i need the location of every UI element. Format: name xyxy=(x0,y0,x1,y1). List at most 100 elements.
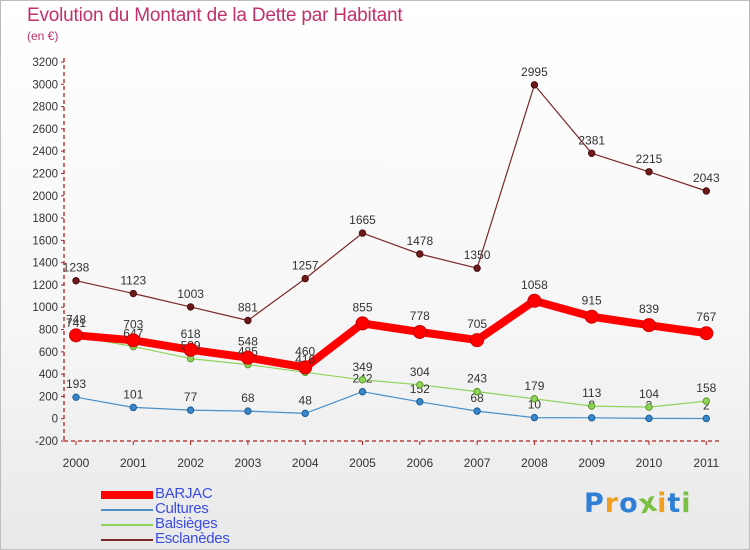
data-label-esclanedes: 1003 xyxy=(177,287,204,301)
data-label-cultures: 68 xyxy=(241,391,255,405)
data-point-barjac xyxy=(183,342,198,357)
data-label-balsieges: 741 xyxy=(66,316,86,330)
data-point-esclanedes xyxy=(530,81,539,89)
data-point-barjac xyxy=(584,309,599,324)
logo-letter: i xyxy=(657,488,668,519)
legend-swatch xyxy=(101,491,153,499)
data-point-cultures xyxy=(530,413,539,422)
y-tick-label: 2000 xyxy=(32,191,58,203)
data-point-cultures xyxy=(186,406,195,414)
data-point-balsieges xyxy=(416,381,424,389)
data-label-esclanedes: 2215 xyxy=(636,152,663,166)
logo-letter: P xyxy=(584,488,605,519)
x-tick-label: 2010 xyxy=(636,456,663,470)
y-tick-label: 2400 xyxy=(32,146,58,158)
data-label-barjac: 839 xyxy=(639,302,659,316)
data-point-barjac xyxy=(470,333,485,348)
data-label-cultures: 48 xyxy=(299,393,313,407)
data-label-barjac: 748 xyxy=(66,312,86,326)
data-label-cultures: 2 xyxy=(703,398,710,412)
data-point-balsieges xyxy=(530,395,539,403)
data-label-esclanedes: 1257 xyxy=(292,259,319,273)
chart-legend: BARJAC Cultures Balsièges Esclanèdes xyxy=(101,485,301,547)
data-label-cultures: 68 xyxy=(470,391,484,405)
data-point-esclanedes xyxy=(702,187,710,195)
data-point-esclanedes xyxy=(244,316,252,325)
data-label-balsieges: 104 xyxy=(639,387,659,401)
data-label-cultures: 101 xyxy=(123,387,143,401)
data-label-barjac: 705 xyxy=(467,317,487,331)
legend-swatch xyxy=(101,524,153,526)
legend-item-cultures: Cultures xyxy=(101,500,301,517)
data-label-barjac: 1058 xyxy=(521,278,548,292)
data-point-barjac xyxy=(69,328,83,343)
legend-item-esclanedes: Esclanèdes xyxy=(101,530,301,547)
data-label-cultures: 77 xyxy=(184,390,198,404)
y-tick-label: 200 xyxy=(39,391,58,403)
data-label-cultures: 10 xyxy=(528,398,542,412)
x-tick-label: 2002 xyxy=(177,456,204,470)
x-tick-label: 2009 xyxy=(578,456,605,470)
x-tick-label: 2003 xyxy=(235,456,262,470)
data-label-barjac: 767 xyxy=(696,310,716,324)
x-tick-label: 2005 xyxy=(349,456,376,470)
y-tick-label: 2800 xyxy=(32,102,58,114)
y-tick-label: 1600 xyxy=(32,235,58,247)
y-tick-label: 1800 xyxy=(32,213,58,225)
data-point-barjac xyxy=(699,326,714,341)
logo-letter: t xyxy=(667,488,682,519)
data-label-barjac: 778 xyxy=(410,309,430,323)
chart-title: Evolution du Montant de la Dette par Hab… xyxy=(27,5,403,26)
data-point-cultures xyxy=(588,414,596,422)
data-label-barjac: 855 xyxy=(352,300,372,314)
data-point-esclanedes xyxy=(588,149,596,157)
data-label-esclanedes: 2381 xyxy=(578,133,605,147)
data-point-cultures xyxy=(473,407,481,415)
data-label-balsieges: 179 xyxy=(524,379,544,393)
data-point-barjac xyxy=(126,333,141,348)
series-line-barjac xyxy=(72,296,711,372)
series-line-balsieges xyxy=(75,335,707,408)
data-point-esclanedes xyxy=(416,250,424,258)
data-point-esclanedes xyxy=(186,303,195,311)
data-point-balsieges xyxy=(645,403,653,411)
y-tick-label: -200 xyxy=(35,436,58,448)
y-tick-label: 1000 xyxy=(32,302,58,314)
legend-swatch xyxy=(101,509,153,511)
data-point-barjac xyxy=(240,350,255,365)
data-point-esclanedes xyxy=(129,289,138,298)
y-tick-label: 3200 xyxy=(32,57,58,69)
data-point-balsieges xyxy=(473,387,481,396)
data-label-barjac: 618 xyxy=(181,327,201,341)
legend-swatch xyxy=(101,539,153,541)
data-point-barjac xyxy=(527,293,542,308)
data-label-cultures: 193 xyxy=(66,377,86,391)
y-tick-label: 800 xyxy=(39,325,58,337)
data-point-barjac xyxy=(642,318,656,333)
proxiti-logo: Proxiti xyxy=(584,486,692,520)
x-tick-label: 2004 xyxy=(292,456,319,470)
data-point-cultures xyxy=(358,388,367,396)
data-label-balsieges: 113 xyxy=(582,386,601,400)
data-point-balsieges xyxy=(702,397,710,405)
x-tick-label: 2007 xyxy=(464,456,491,470)
data-point-esclanedes xyxy=(72,277,80,285)
data-label-balsieges: 304 xyxy=(410,365,430,379)
data-label-esclanedes: 1478 xyxy=(406,234,433,248)
data-point-esclanedes xyxy=(358,229,367,237)
data-label-esclanedes: 1665 xyxy=(349,213,376,227)
data-point-cultures xyxy=(416,398,424,406)
legend-label: Cultures xyxy=(155,500,209,517)
y-tick-label: 600 xyxy=(39,347,58,359)
data-point-esclanedes xyxy=(645,168,653,176)
data-point-cultures xyxy=(244,407,252,415)
data-point-cultures xyxy=(702,414,710,423)
logo-letter: r xyxy=(604,488,620,519)
logo-letter: o xyxy=(619,488,639,519)
data-point-balsieges xyxy=(588,402,596,410)
data-point-esclanedes xyxy=(301,274,309,283)
y-tick-label: 2600 xyxy=(32,124,58,136)
data-point-barjac xyxy=(412,324,427,339)
legend-item-barjac: BARJAC xyxy=(101,485,301,502)
data-point-balsieges xyxy=(358,376,367,384)
